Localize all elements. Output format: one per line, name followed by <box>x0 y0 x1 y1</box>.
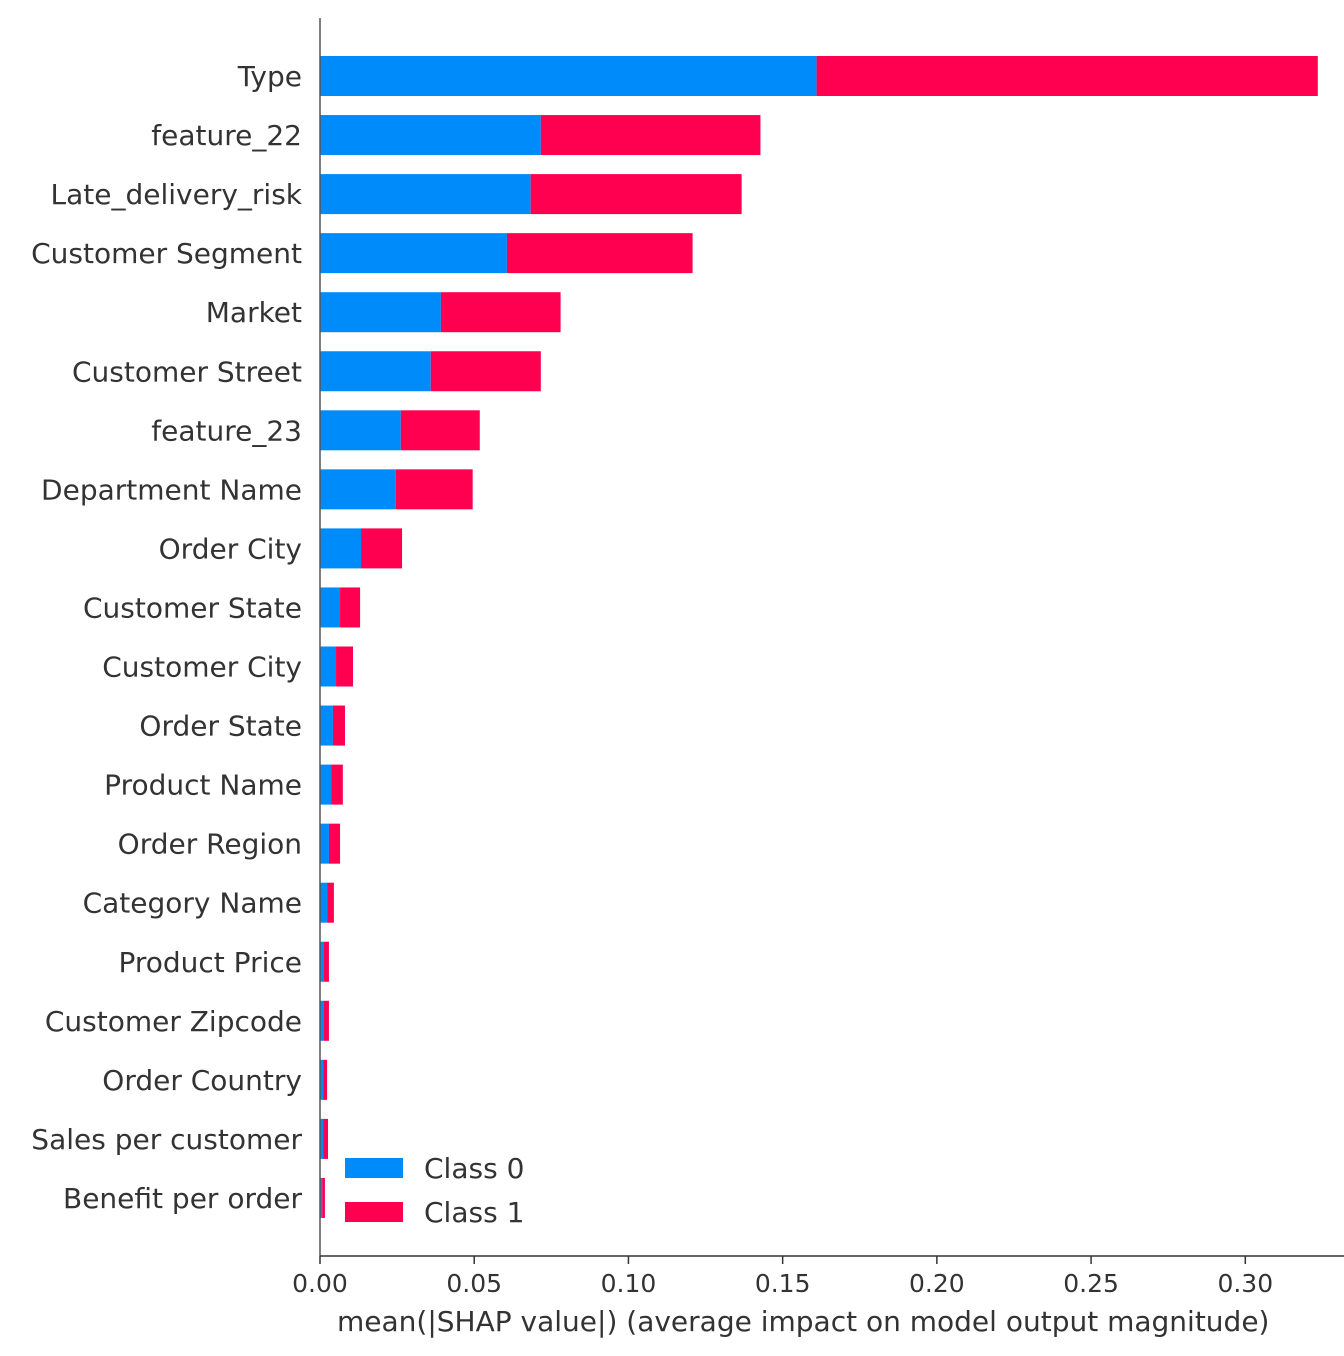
bar-class-0 <box>320 292 441 333</box>
y-tick-label: feature_23 <box>151 414 302 447</box>
y-tick-label: Customer City <box>102 651 302 684</box>
x-axis-label: mean(|SHAP value|) (average impact on mo… <box>337 1305 1269 1338</box>
legend-label: Class 1 <box>424 1196 524 1229</box>
y-tick-label: Customer State <box>83 591 302 624</box>
y-tick-label: Order Region <box>118 828 302 861</box>
bar-class-1 <box>440 292 561 333</box>
y-tick-label: Department Name <box>41 473 302 506</box>
bar-class-0 <box>320 587 341 628</box>
y-tick-label: Order Country <box>102 1064 302 1097</box>
bar-class-1 <box>323 1118 329 1159</box>
bar-class-0 <box>320 469 396 510</box>
legend-label: Class 0 <box>424 1152 524 1185</box>
bar-class-0 <box>320 1059 324 1100</box>
y-tick-label: Benefit per order <box>63 1182 302 1215</box>
y-tick-label: Late_delivery_risk <box>51 178 303 211</box>
bar-class-1 <box>530 174 742 215</box>
bar-class-0 <box>320 351 431 392</box>
bar-class-0 <box>320 764 332 805</box>
bar-class-1 <box>400 410 480 451</box>
x-tick-label: 0.10 <box>601 1269 657 1298</box>
y-tick-label: Category Name <box>83 887 302 920</box>
bar-class-1 <box>332 705 345 746</box>
x-tick-label: 0.15 <box>755 1269 811 1298</box>
y-tick-label: Product Name <box>104 769 302 802</box>
y-tick-label: Order State <box>139 710 302 743</box>
bar-class-1 <box>361 528 403 569</box>
bar-class-1 <box>322 1177 325 1218</box>
legend-swatch <box>345 1202 403 1222</box>
bar-class-0 <box>320 528 362 569</box>
bar-class-1 <box>506 233 693 274</box>
bar-class-1 <box>395 469 473 510</box>
bar-class-0 <box>320 1118 324 1159</box>
bar-class-1 <box>340 587 361 628</box>
legend-swatch <box>345 1158 403 1178</box>
bar-class-1 <box>327 882 334 923</box>
bar-class-0 <box>320 823 329 864</box>
bar-class-0 <box>320 115 541 156</box>
x-tick-label: 0.05 <box>446 1269 502 1298</box>
y-tick-label: Customer Street <box>72 355 302 388</box>
bar-class-1 <box>540 115 761 156</box>
bar-class-0 <box>320 646 337 687</box>
bar-class-0 <box>320 233 507 274</box>
bar-class-0 <box>320 174 531 215</box>
y-tick-label: Type <box>237 60 302 93</box>
bar-class-1 <box>324 1000 329 1041</box>
bar-class-1 <box>324 941 329 982</box>
x-tick-label: 0.30 <box>1217 1269 1273 1298</box>
x-tick-label: 0.20 <box>909 1269 965 1298</box>
bar-class-0 <box>320 705 333 746</box>
bar-class-0 <box>320 941 325 982</box>
bar-class-0 <box>320 56 817 96</box>
y-tick-label: Customer Segment <box>31 237 302 270</box>
y-tick-label: Product Price <box>118 946 302 979</box>
y-tick-label: Market <box>206 296 302 329</box>
y-tick-label: Order City <box>159 532 302 565</box>
bar-class-0 <box>320 410 401 451</box>
bar-class-1 <box>816 56 1318 96</box>
bar-class-1 <box>331 764 343 805</box>
bar-class-0 <box>320 882 328 923</box>
y-tick-label: feature_22 <box>151 119 302 152</box>
bar-class-0 <box>320 1000 325 1041</box>
bar-class-0 <box>320 1177 323 1218</box>
bar-class-1 <box>323 1059 328 1100</box>
bar-class-1 <box>430 351 541 392</box>
y-tick-label: Customer Zipcode <box>45 1005 302 1038</box>
bar-class-1 <box>336 646 354 687</box>
x-tick-label: 0.25 <box>1063 1269 1119 1298</box>
y-tick-label: Sales per customer <box>31 1123 302 1156</box>
bar-class-1 <box>328 823 341 864</box>
x-tick-label: 0.00 <box>292 1269 348 1298</box>
